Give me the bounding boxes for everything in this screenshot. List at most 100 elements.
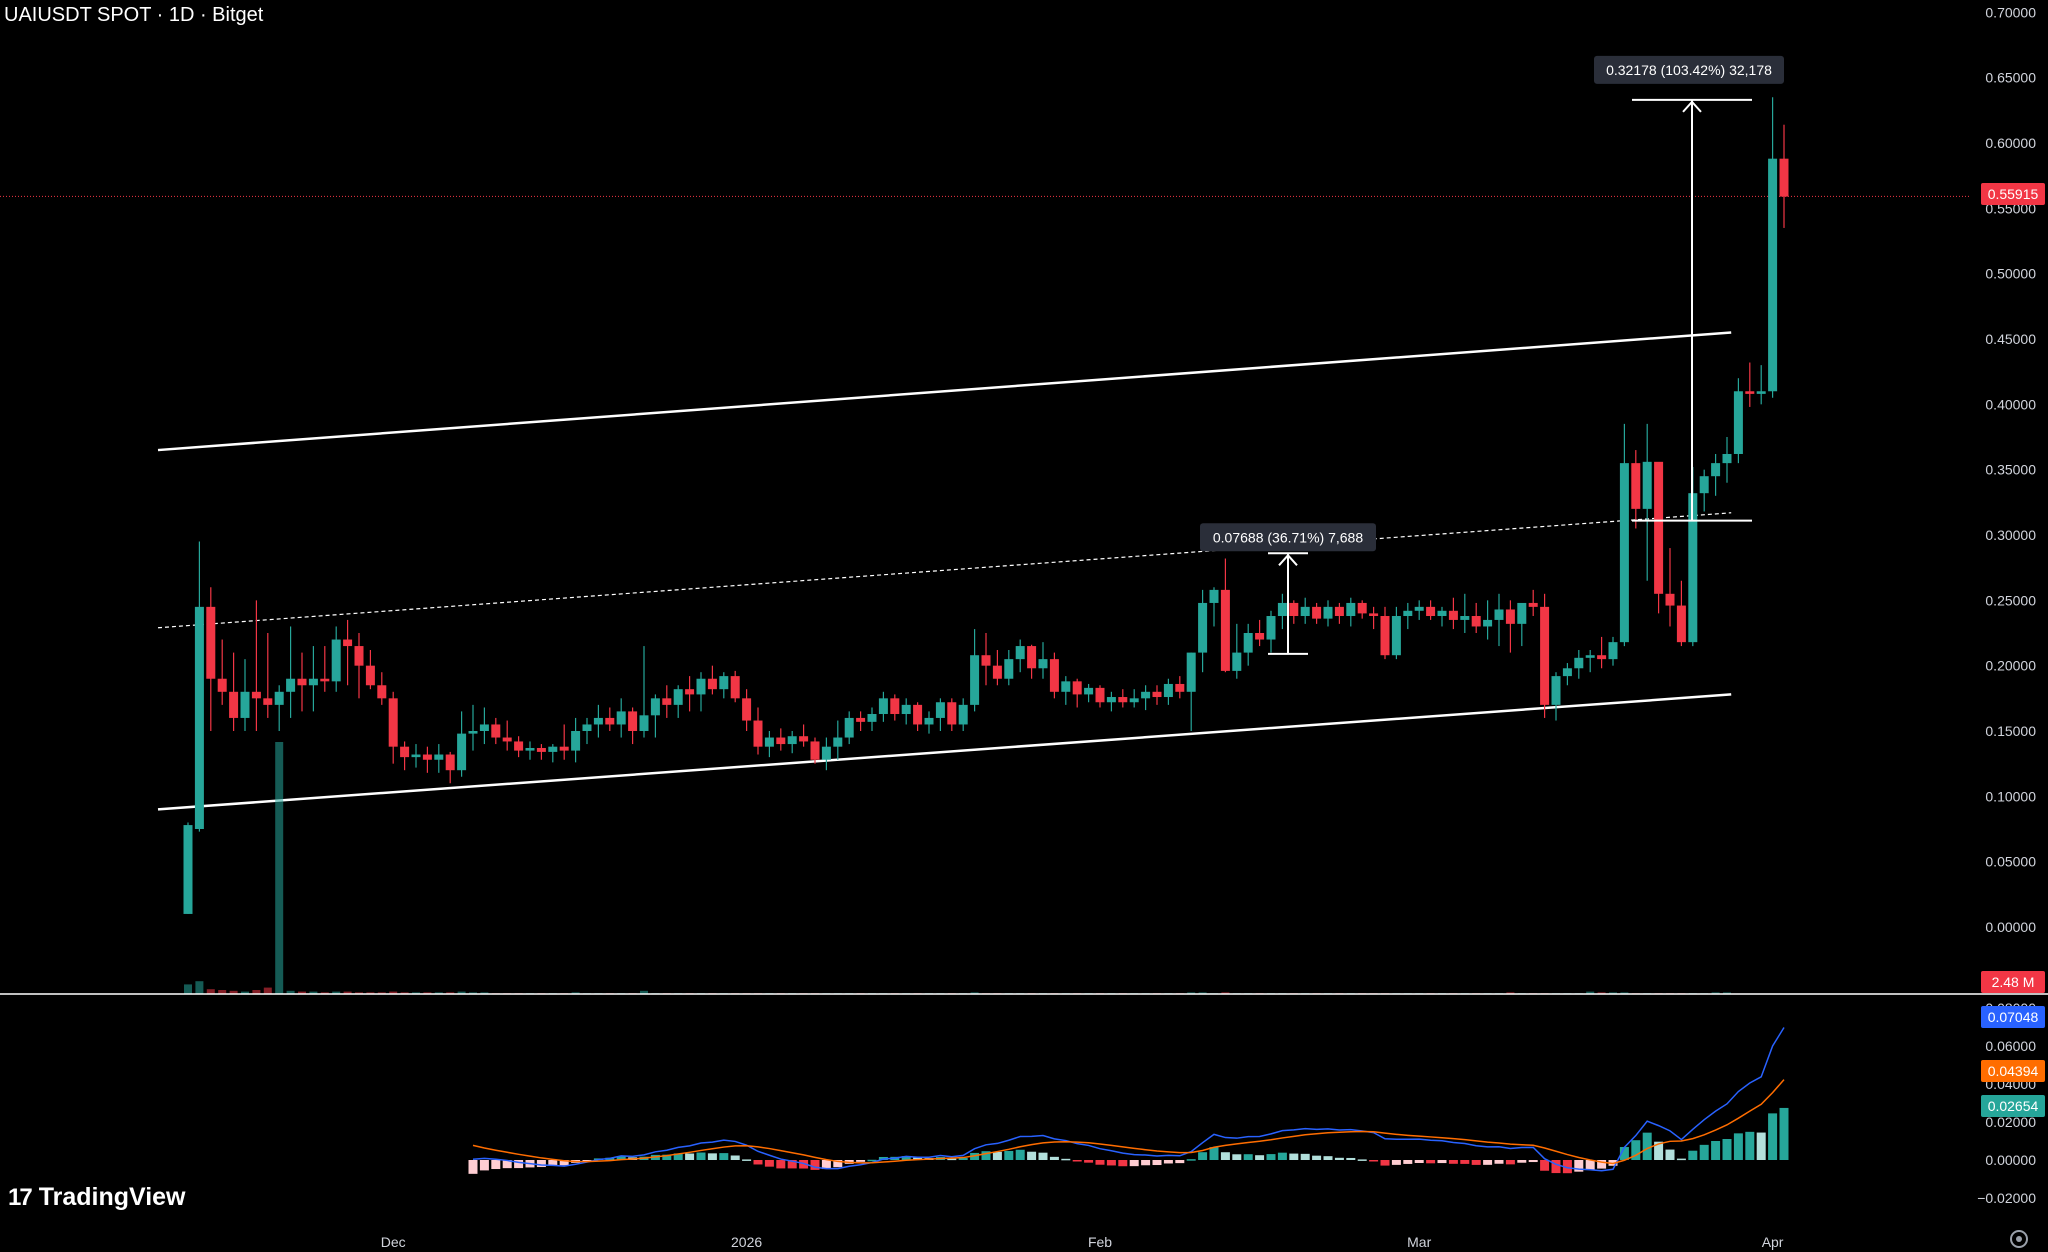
macd-histogram-bar (1471, 1160, 1481, 1165)
macd-histogram-bar (1654, 1141, 1664, 1160)
settings-gear-icon[interactable] (2010, 1230, 2028, 1248)
candle-body (1574, 657, 1584, 669)
candle-body (217, 678, 227, 692)
volume-bar (1506, 992, 1515, 994)
macd-histogram-bar (833, 1160, 843, 1168)
volume-bar (1187, 992, 1196, 994)
candle-body (1585, 655, 1595, 658)
price-axis-tick: 0.05000 (1985, 854, 2036, 870)
volume-bar (195, 981, 204, 994)
volume-bar (412, 992, 420, 994)
candle-body (650, 698, 660, 716)
macd-histogram-bar (696, 1152, 706, 1160)
macd-histogram-bar (730, 1155, 740, 1160)
macd-histogram-bar (1528, 1160, 1538, 1163)
macd-histogram-bar (742, 1159, 752, 1161)
tradingview-logo[interactable]: 17 TradingView (8, 1183, 186, 1212)
candle-body (1266, 616, 1276, 640)
macd-histogram-bar (1027, 1151, 1037, 1160)
candle-body (1403, 610, 1413, 617)
trendline-2 (157, 512, 1732, 629)
candle (1471, 602, 1481, 633)
volume-bar (309, 991, 318, 994)
macd-histogram-bar (1038, 1152, 1048, 1160)
macd-histogram-bar (1220, 1152, 1230, 1160)
candle-body (1334, 606, 1344, 617)
macd-value-label: 0.07048 (1981, 1006, 2045, 1028)
candle (1209, 587, 1219, 627)
candle-body (1471, 616, 1481, 627)
candle-body (1141, 691, 1151, 699)
macd-histogram-bar (1448, 1160, 1458, 1164)
macd-histogram-bar (913, 1157, 923, 1160)
candle-body (730, 676, 740, 699)
candle (1163, 678, 1173, 705)
candle (1414, 600, 1424, 620)
candle-body (1118, 697, 1128, 703)
price-axis-tick: 0.35000 (1985, 462, 2036, 478)
candle (1289, 600, 1299, 624)
macd-histogram-bar (1095, 1160, 1105, 1165)
candle-body (1186, 652, 1196, 692)
macd-histogram-bar (867, 1159, 877, 1162)
candle (1517, 602, 1527, 647)
signal-value-label: 0.04394 (1981, 1060, 2045, 1082)
candle-body (491, 724, 501, 738)
candle-body (696, 678, 706, 695)
macd-histogram-bar (502, 1160, 512, 1169)
macd-histogram-bar (1585, 1160, 1595, 1170)
candle-body (354, 646, 364, 666)
candle (571, 717, 581, 763)
macd-histogram-bar (662, 1154, 672, 1160)
candle (445, 751, 455, 784)
candle (365, 649, 375, 690)
candle-body (764, 737, 774, 747)
candle-body (1551, 676, 1561, 705)
candle (1198, 589, 1208, 673)
candle (434, 744, 444, 773)
candle-body (1608, 642, 1618, 660)
candle (536, 744, 546, 760)
macd-histogram-bar (1049, 1156, 1059, 1160)
macd-histogram-bar (1072, 1160, 1082, 1162)
candle-body (1448, 610, 1458, 620)
candle-body (1209, 589, 1219, 603)
macd-histogram-bar (1015, 1149, 1025, 1160)
candle (924, 711, 934, 734)
macd-histogram-bar (1266, 1154, 1276, 1160)
macd-histogram-bar (981, 1151, 991, 1160)
candle-body (1323, 606, 1333, 619)
candle (1106, 691, 1116, 712)
candle-body (514, 741, 524, 751)
candle (1038, 642, 1048, 679)
candle-body (901, 704, 911, 715)
candle-body (878, 698, 888, 715)
candle-body (1733, 391, 1743, 454)
candle (1631, 450, 1641, 529)
candle-body (286, 678, 296, 692)
macd-histogram-bar (1186, 1159, 1196, 1161)
candle (229, 652, 239, 731)
candle-body (1152, 691, 1162, 698)
candle (833, 720, 843, 760)
candle (1266, 610, 1276, 653)
candle (548, 744, 558, 763)
candle-body (1175, 683, 1185, 692)
macd-histogram-bar (1232, 1154, 1242, 1160)
macd-histogram-bar (536, 1160, 546, 1168)
candle (878, 691, 888, 722)
candle-body (628, 711, 638, 731)
candle (1118, 689, 1128, 708)
candle (1676, 580, 1686, 647)
candle-body (753, 720, 763, 747)
candle (502, 720, 512, 751)
candle-body (1027, 646, 1037, 669)
candle (1540, 593, 1550, 718)
signal-line (472, 1079, 1785, 1165)
candle (935, 698, 945, 731)
candle-body (263, 698, 273, 705)
candle-body (1346, 602, 1356, 617)
candle (1597, 636, 1607, 669)
candle (1460, 593, 1470, 633)
